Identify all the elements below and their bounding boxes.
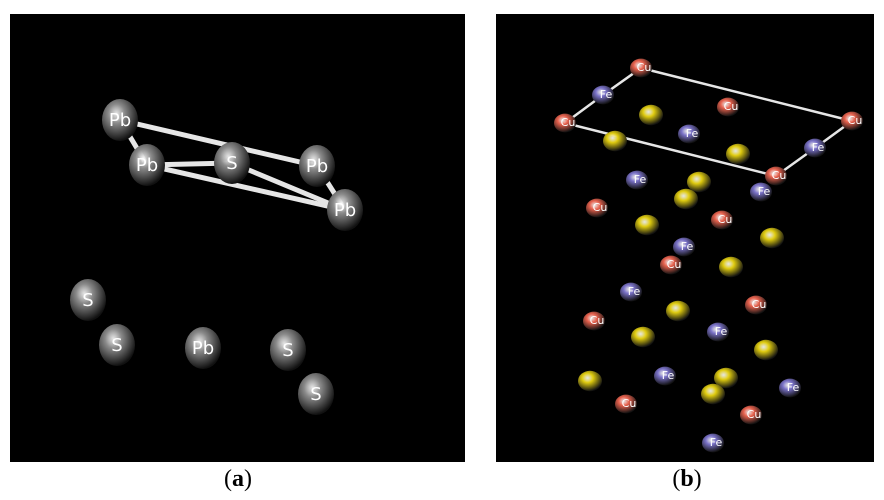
- atom-fe: [620, 282, 642, 302]
- atom-pb: [129, 144, 165, 186]
- atom-label-s: S: [226, 153, 237, 174]
- atom-label-cu: Cu: [848, 114, 863, 127]
- atom-fe: [707, 322, 729, 342]
- caption-b: (b): [672, 466, 702, 492]
- atom-label-cu: Cu: [622, 397, 637, 410]
- atom-s: [99, 324, 135, 366]
- atom-fe: [779, 378, 801, 398]
- atom-s: [578, 370, 602, 392]
- atom-label-pb: Pb: [109, 110, 131, 131]
- bond-line: [229, 160, 348, 213]
- atom-cu: [765, 166, 787, 186]
- atom-label-s: S: [111, 335, 122, 356]
- atom-pb: [102, 99, 138, 141]
- atom-cu: [841, 111, 863, 131]
- atom-label-s: S: [282, 340, 293, 361]
- bond-line: [117, 117, 320, 169]
- atom-s: [754, 339, 778, 361]
- panel-b-crystal-structure: Cu Fe Cu Cu Fe Cu Fe Cu Fe Fe Cu Cu Fe Cu Fe Cu Cu Fe Fe Fe…: [496, 14, 874, 462]
- atom-fe: [673, 237, 695, 257]
- atom-s: [760, 227, 784, 249]
- atom-label-fe: Fe: [600, 88, 613, 101]
- atom-fe: [804, 138, 826, 158]
- atom-label-cu: Cu: [590, 314, 605, 327]
- atom-cu: [630, 58, 652, 78]
- atom-label-pb: Pb: [136, 155, 158, 176]
- atom-label-pb: Pb: [306, 156, 328, 177]
- atom-fe: [592, 85, 614, 105]
- atom-pb: [327, 189, 363, 231]
- panel-b-svg: CuFeCuCuFeCuFeCuFeFeCuCuFeCuFeCuCuFeFeFe…: [554, 58, 863, 453]
- atom-label-cu: Cu: [752, 298, 767, 311]
- atom-label-fe: Fe: [634, 173, 647, 186]
- atom-label-cu: Cu: [561, 116, 576, 129]
- atom-cu: [745, 295, 767, 315]
- atom-label-fe: Fe: [715, 325, 728, 338]
- atom-cu: [660, 255, 682, 275]
- atom-label-cu: Cu: [637, 61, 652, 74]
- atom-fe: [750, 182, 772, 202]
- atom-label-cu: Cu: [724, 100, 739, 113]
- bond-line: [563, 121, 778, 178]
- atom-fe: [678, 124, 700, 144]
- atom-s: [603, 130, 627, 152]
- atom-label-pb: Pb: [334, 200, 356, 221]
- atom-s: [726, 143, 750, 165]
- atom-s: [214, 142, 250, 184]
- atom-label-pb: Pb: [192, 338, 214, 359]
- atom-s: [714, 367, 738, 389]
- atom-s: [70, 279, 106, 321]
- atom-label-fe: Fe: [787, 381, 800, 394]
- atom-cu: [740, 405, 762, 425]
- atom-s: [639, 104, 663, 126]
- atom-s: [666, 300, 690, 322]
- atom-label-cu: Cu: [718, 213, 733, 226]
- atom-label-cu: Cu: [772, 169, 787, 182]
- atom-cu: [711, 210, 733, 230]
- atom-s: [701, 383, 725, 405]
- atom-fe: [702, 433, 724, 453]
- atom-label-fe: Fe: [686, 127, 699, 140]
- atom-cu: [586, 198, 608, 218]
- panel-a-crystal-structure: Pb Pb S Pb Pb S S Pb S S: [10, 14, 465, 462]
- atom-label-fe: Fe: [812, 141, 825, 154]
- atom-fe: [654, 366, 676, 386]
- bond-line: [144, 162, 348, 213]
- atom-label-fe: Fe: [710, 436, 723, 449]
- caption-a: (a): [224, 466, 252, 492]
- atom-label-fe: Fe: [758, 185, 771, 198]
- atom-cu: [583, 311, 605, 331]
- atom-label-cu: Cu: [593, 201, 608, 214]
- atom-cu: [615, 394, 637, 414]
- atom-s: [719, 256, 743, 278]
- atom-label-fe: Fe: [662, 369, 675, 382]
- atom-s: [631, 326, 655, 348]
- atom-pb: [185, 327, 221, 369]
- panel-a-svg: Pb Pb S Pb Pb S S Pb S S: [70, 99, 363, 415]
- atom-fe: [626, 170, 648, 190]
- atom-label-fe: Fe: [681, 240, 694, 253]
- atom-label-cu: Cu: [667, 258, 682, 271]
- atom-label-s: S: [82, 290, 93, 311]
- atom-label-fe: Fe: [628, 285, 641, 298]
- atom-s: [687, 171, 711, 193]
- atom-s: [674, 188, 698, 210]
- atom-s: [270, 329, 306, 371]
- atom-pb: [299, 145, 335, 187]
- atom-s: [298, 373, 334, 415]
- atom-cu: [717, 97, 739, 117]
- atom-label-s: S: [310, 384, 321, 405]
- atom-label-cu: Cu: [747, 408, 762, 421]
- atom-s: [635, 214, 659, 236]
- bond-line: [639, 66, 854, 123]
- atom-cu: [554, 113, 576, 133]
